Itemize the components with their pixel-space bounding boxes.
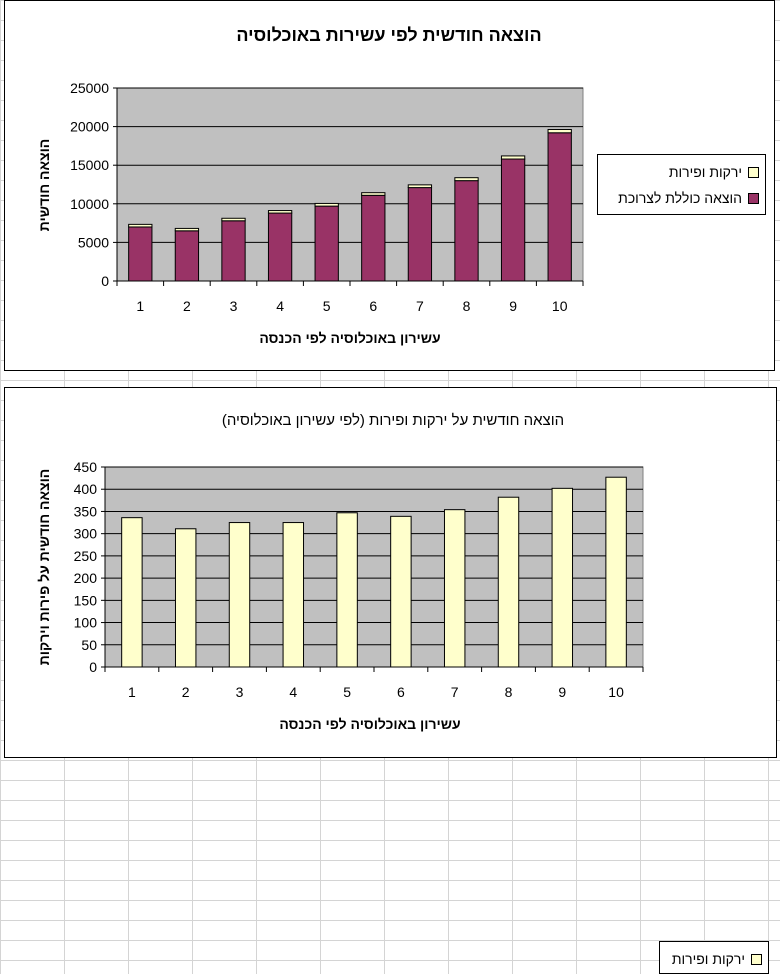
x-tick-label: 9 (509, 298, 517, 314)
chart-1-legend: ירקות ופירות הוצאה כוללת לצרוכת (597, 154, 766, 215)
chart-2-svg: 0 50 100 150 200 250 300 350 400 450 1 2 3 4 5 6 7 8 9 10 הו… (36, 412, 644, 732)
bar-series-1 (454, 180, 479, 282)
x-tick-label: 7 (451, 684, 459, 700)
bar-series-2 (500, 155, 526, 160)
y-tick-label: 10000 (70, 196, 109, 212)
bar-series-2 (547, 128, 572, 134)
y-tick-label: 200 (74, 570, 98, 586)
y-tick-label: 300 (74, 526, 98, 542)
legend-label-total: הוצאה כוללת לצרוכת (618, 190, 742, 206)
chart-title: הוצאה חודשית לפי עשירות באוכלוסיה (236, 25, 541, 45)
legend-swatch-total (748, 192, 759, 204)
bar-series-1 (228, 522, 251, 668)
x-tick-label: 6 (397, 684, 405, 700)
bar-series-2 (267, 210, 293, 214)
bar-series-1 (500, 158, 526, 282)
y-tick-label: 150 (74, 592, 98, 608)
bar-series-1 (605, 476, 627, 668)
y-tick-label: 0 (89, 659, 97, 675)
chart-title: הוצאה חודשית על ירקות ופירות (לפי עשירון… (222, 412, 564, 429)
bar-series-1 (314, 205, 339, 282)
y-tick-label: 5000 (78, 234, 109, 250)
bar-series-2 (361, 192, 386, 196)
y-axis-label: הוצאה חודשית (36, 139, 52, 232)
bar-series-1 (174, 528, 197, 668)
x-tick-label: 8 (463, 298, 471, 314)
x-tick-label: 6 (369, 298, 377, 314)
bar-series-1 (282, 522, 305, 668)
legend-swatch-produce (748, 166, 759, 178)
x-tick-label: 7 (416, 298, 424, 314)
x-tick-label: 10 (552, 298, 568, 314)
chart-1-svg: 0 5000 10000 15000 20000 25000 1 2 3 4 5 6 7 8 9 10 הוצא… (36, 25, 584, 346)
x-tick-label: 3 (236, 684, 244, 700)
bar-series-1 (221, 220, 246, 282)
y-tick-label: 400 (74, 481, 98, 497)
x-tick-label: 5 (343, 684, 351, 700)
y-tick-label: 25000 (70, 80, 109, 96)
bar-series-1 (267, 212, 293, 282)
x-tick-label: 1 (136, 298, 144, 314)
x-tick-label: 2 (182, 684, 190, 700)
y-tick-label: 450 (74, 459, 98, 475)
y-tick-label: 15000 (70, 157, 109, 173)
bar-series-1 (174, 230, 200, 282)
chart-2-legend: ירקות ופירות (659, 941, 769, 974)
legend-swatch-produce (751, 953, 762, 965)
x-axis-label: עשירון באוכלוסיה לפי הכנסה (259, 330, 440, 346)
y-tick-label: 250 (74, 548, 98, 564)
x-tick-label: 10 (608, 684, 624, 700)
bar-series-1 (390, 515, 412, 668)
chart-1: 0 5000 10000 15000 20000 25000 1 2 3 4 5 6 7 8 9 10 הוצא… (4, 0, 775, 371)
bar-series-1 (551, 487, 574, 668)
y-tick-label: 20000 (70, 119, 109, 135)
x-tick-label: 3 (230, 298, 238, 314)
bar-series-2 (314, 202, 339, 207)
bar-series-2 (128, 223, 153, 228)
y-tick-label: 100 (74, 615, 98, 631)
bar-series-2 (174, 227, 200, 232)
y-tick-label: 0 (101, 273, 109, 289)
legend-item-produce: ירקות ופירות (666, 946, 762, 972)
y-axis-label: הוצאה חודשית על פירות וירקות (36, 469, 52, 666)
x-tick-label: 4 (289, 684, 297, 700)
x-tick-label: 2 (183, 298, 191, 314)
chart-2: 0 50 100 150 200 250 300 350 400 450 1 2 3 4 5 6 7 8 9 10 הו… (4, 387, 777, 974)
x-axis-label: עשירון באוכלוסיה לפי הכנסה (279, 716, 460, 732)
legend-item-total: הוצאה כוללת לצרוכת (604, 185, 759, 211)
x-tick-label: 1 (128, 684, 136, 700)
bar-series-2 (407, 184, 433, 189)
legend-item-produce: ירקות ופירות (604, 159, 759, 185)
x-tick-label: 5 (323, 298, 331, 314)
bar-series-1 (443, 509, 466, 668)
y-tick-label: 50 (81, 637, 97, 653)
bar-series-1 (336, 512, 358, 668)
bar-series-1 (361, 194, 386, 282)
bar-series-1 (128, 226, 153, 282)
bar-series-2 (454, 177, 479, 182)
x-tick-label: 8 (505, 684, 513, 700)
x-tick-label: 4 (276, 298, 284, 314)
bar-series-2 (221, 217, 246, 222)
x-tick-label: 9 (558, 684, 566, 700)
bar-series-1 (407, 187, 433, 282)
bar-series-1 (497, 496, 520, 668)
legend-label-produce: ירקות ופירות (671, 951, 745, 967)
bar-series-1 (121, 517, 143, 668)
legend-label-produce: ירקות ופירות (668, 164, 742, 180)
y-tick-label: 350 (74, 503, 98, 519)
bar-series-1 (547, 132, 572, 282)
